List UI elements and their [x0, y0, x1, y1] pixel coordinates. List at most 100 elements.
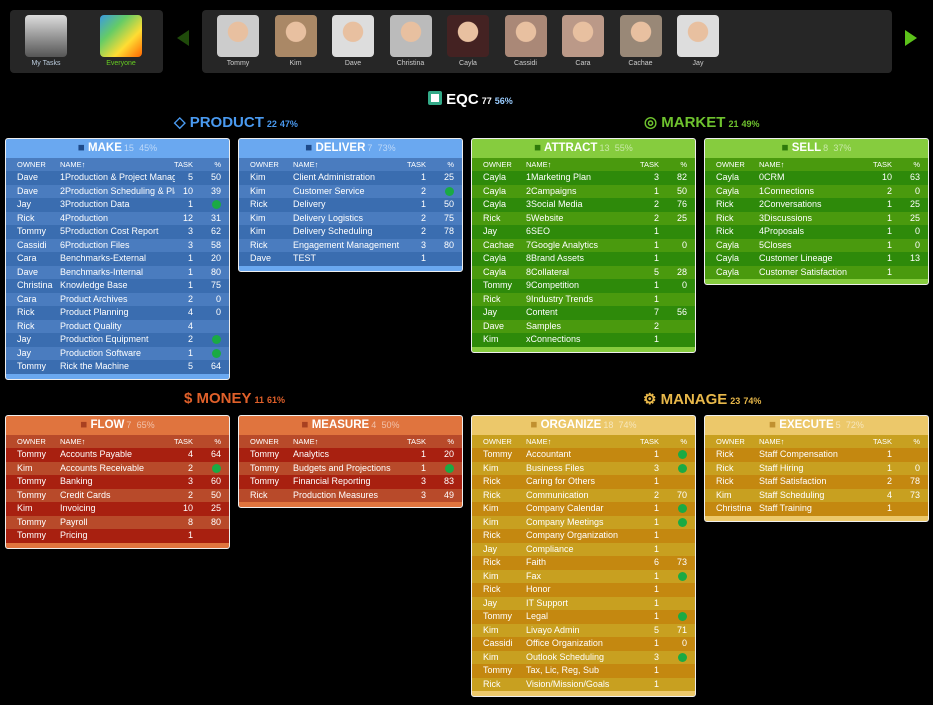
- row-name[interactable]: 8Brand Assets: [526, 253, 585, 263]
- table-row[interactable]: Cayla 1Marketing Plan 3 82: [472, 171, 695, 185]
- header-name[interactable]: NAME↑: [293, 437, 319, 446]
- table-row[interactable]: Tommy Payroll 8 80: [6, 515, 229, 529]
- header-pct[interactable]: %: [214, 437, 221, 446]
- table-row[interactable]: Rick 4Proposals 1 0: [705, 225, 928, 239]
- row-name[interactable]: Honor: [526, 584, 551, 594]
- table-row[interactable]: Kim Business Files 3: [472, 461, 695, 475]
- header-task[interactable]: TASK: [406, 160, 426, 169]
- row-name[interactable]: Tax, Lic, Reg, Sub: [526, 665, 600, 675]
- table-row[interactable]: Cayla 2Campaigns 1 50: [472, 184, 695, 198]
- header-name[interactable]: NAME↑: [526, 437, 552, 446]
- header-owner[interactable]: OWNER: [250, 437, 279, 446]
- header-task[interactable]: TASK: [872, 437, 892, 446]
- row-name[interactable]: Office Organization: [526, 638, 603, 648]
- row-name[interactable]: 6SEO: [526, 226, 551, 236]
- row-name[interactable]: Product Quality: [60, 320, 122, 331]
- row-name[interactable]: Accounts Payable: [60, 449, 133, 459]
- row-name[interactable]: Rick the Machine: [60, 361, 130, 371]
- row-name[interactable]: 5Closes: [759, 239, 792, 250]
- row-name[interactable]: Pricing: [60, 530, 88, 540]
- row-name[interactable]: Banking: [60, 476, 93, 486]
- table-row[interactable]: Jay 6SEO 1: [472, 225, 695, 239]
- table-row[interactable]: Jay Compliance 1: [472, 542, 695, 556]
- header-name[interactable]: NAME↑: [60, 437, 86, 446]
- person-tommy[interactable]: Tommy: [217, 15, 259, 67]
- header-owner[interactable]: OWNER: [17, 160, 46, 169]
- table-row[interactable]: Jay Production Equipment 2: [6, 333, 229, 347]
- table-row[interactable]: Tommy Budgets and Projections 1: [239, 461, 462, 475]
- table-row[interactable]: Rick Staff Compensation 1: [705, 448, 928, 462]
- header-owner[interactable]: OWNER: [483, 437, 512, 446]
- table-row[interactable]: Rick Production Measures 3 49: [239, 488, 462, 502]
- row-name[interactable]: Budgets and Projections: [293, 462, 391, 473]
- table-row[interactable]: Tommy Tax, Lic, Reg, Sub 1: [472, 664, 695, 678]
- row-name[interactable]: 0CRM: [759, 172, 785, 182]
- panel-title[interactable]: ■ FLOW 7 65%: [6, 416, 229, 435]
- table-row[interactable]: Dave TEST 1: [239, 252, 462, 266]
- table-row[interactable]: Jay Production Software 1: [6, 346, 229, 360]
- table-row[interactable]: Tommy Accountant 1: [472, 448, 695, 462]
- table-row[interactable]: Kim xConnections 1: [472, 333, 695, 347]
- table-row[interactable]: Tommy Banking 3 60: [6, 475, 229, 489]
- scroll-right-arrow-icon[interactable]: [905, 30, 917, 46]
- row-name[interactable]: Legal: [526, 611, 549, 621]
- table-row[interactable]: Kim Delivery Scheduling 2 78: [239, 225, 462, 239]
- section-money[interactable]: $ MONEY 11 61%: [184, 390, 286, 407]
- table-row[interactable]: Tommy Pricing 1: [6, 529, 229, 543]
- row-name[interactable]: Financial Reporting: [293, 476, 371, 486]
- panel-title[interactable]: ■ MAKE 15 45%: [6, 139, 229, 158]
- table-row[interactable]: Jay Content 7 56: [472, 306, 695, 320]
- table-row[interactable]: Tommy 9Competition 1 0: [472, 279, 695, 293]
- panel-title[interactable]: ■ EXECUTE 5 72%: [705, 416, 928, 435]
- table-row[interactable]: Rick Honor 1: [472, 583, 695, 597]
- header-name[interactable]: NAME↑: [759, 160, 785, 169]
- row-name[interactable]: Engagement Management: [293, 239, 400, 250]
- row-name[interactable]: Company Calendar: [526, 503, 604, 513]
- row-name[interactable]: Customer Lineage: [759, 253, 833, 263]
- row-name[interactable]: 5Website: [526, 212, 564, 223]
- header-task[interactable]: TASK: [639, 160, 659, 169]
- row-name[interactable]: Knowledge Base: [60, 280, 128, 290]
- row-name[interactable]: Content: [526, 307, 558, 317]
- row-name[interactable]: Company Organization: [526, 530, 619, 540]
- row-name[interactable]: Livayo Admin: [526, 624, 580, 635]
- header-name[interactable]: NAME↑: [293, 160, 319, 169]
- row-name[interactable]: TEST: [293, 253, 317, 263]
- row-name[interactable]: Staff Scheduling: [759, 489, 825, 500]
- table-row[interactable]: Cassidi Office Organization 1 0: [472, 637, 695, 651]
- row-name[interactable]: Invoicing: [60, 503, 96, 513]
- table-row[interactable]: Kim Company Calendar 1: [472, 502, 695, 516]
- row-name[interactable]: Product Archives: [60, 293, 128, 304]
- header-owner[interactable]: OWNER: [716, 437, 745, 446]
- table-row[interactable]: Jay IT Support 1: [472, 596, 695, 610]
- header-task[interactable]: TASK: [872, 160, 892, 169]
- table-row[interactable]: Tommy Credit Cards 2 50: [6, 488, 229, 502]
- row-name[interactable]: 3Social Media: [526, 199, 583, 209]
- row-name[interactable]: 3Discussions: [759, 212, 813, 223]
- table-row[interactable]: Kim Fax 1: [472, 569, 695, 583]
- table-row[interactable]: Cayla 0CRM 10 63: [705, 171, 928, 185]
- table-row[interactable]: Kim Client Administration 1 25: [239, 171, 462, 185]
- row-name[interactable]: 7Google Analytics: [526, 239, 599, 250]
- table-row[interactable]: Tommy Accounts Payable 4 64: [6, 448, 229, 462]
- row-name[interactable]: Accountant: [526, 449, 572, 459]
- row-name[interactable]: 9Industry Trends: [526, 293, 594, 304]
- row-name[interactable]: 6Production Files: [60, 239, 130, 250]
- header-name[interactable]: NAME↑: [526, 160, 552, 169]
- table-row[interactable]: Kim Livayo Admin 5 71: [472, 623, 695, 637]
- header-pct[interactable]: %: [680, 437, 687, 446]
- row-name[interactable]: Caring for Others: [526, 476, 596, 486]
- row-name[interactable]: 2Campaigns: [526, 185, 577, 196]
- table-row[interactable]: Kim Accounts Receivable 2: [6, 461, 229, 475]
- row-name[interactable]: xConnections: [526, 334, 581, 344]
- header-owner[interactable]: OWNER: [17, 437, 46, 446]
- row-name[interactable]: Faith: [526, 557, 547, 567]
- row-name[interactable]: Accounts Receivable: [60, 462, 145, 473]
- table-row[interactable]: Rick Vision/Mission/Goals 1: [472, 677, 695, 691]
- table-row[interactable]: Cayla 8Collateral 5 28: [472, 265, 695, 279]
- table-row[interactable]: Rick 9Industry Trends 1: [472, 292, 695, 306]
- table-row[interactable]: Rick Faith 6 73: [472, 556, 695, 570]
- row-name[interactable]: Benchmarks-Internal: [60, 266, 144, 277]
- table-row[interactable]: Cayla 1Connections 2 0: [705, 184, 928, 198]
- row-name[interactable]: Staff Satisfaction: [759, 476, 827, 486]
